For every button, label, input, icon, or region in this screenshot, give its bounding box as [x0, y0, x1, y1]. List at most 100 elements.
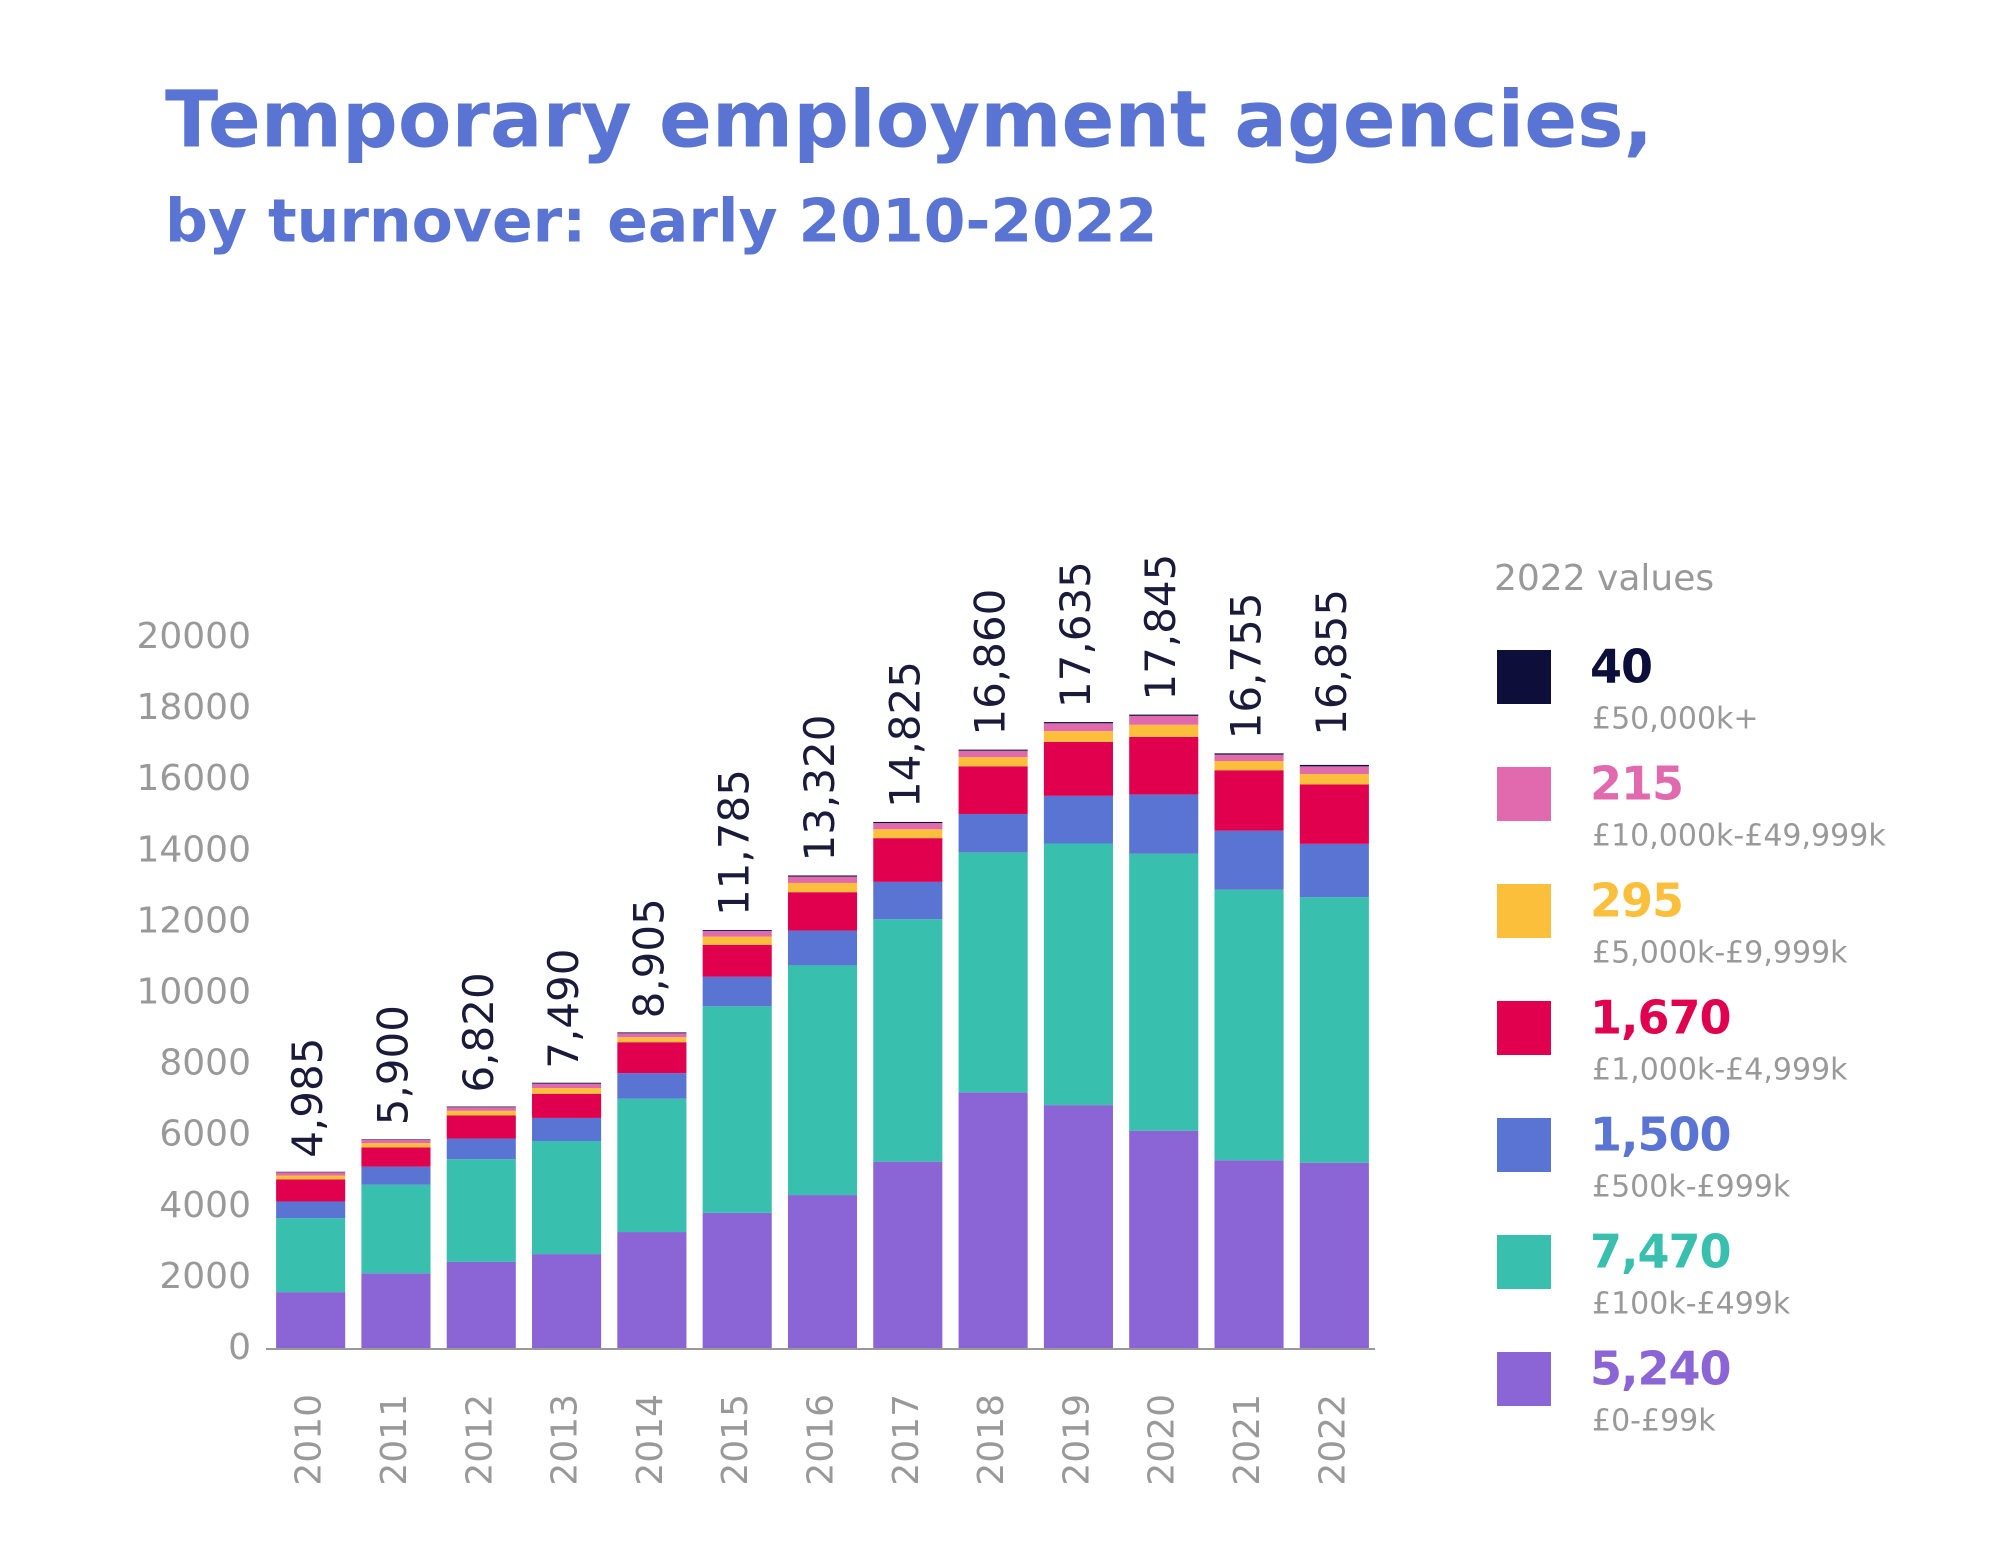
bar-segment: [361, 1273, 431, 1349]
bar-segment: [532, 1083, 602, 1089]
x-tick-label: 2019: [1056, 1394, 1097, 1486]
y-tick-label: 10000: [136, 972, 251, 1013]
bar-segment: [1043, 723, 1113, 732]
bar-segment: [361, 1143, 431, 1148]
bar-segment: [446, 1106, 516, 1108]
bar-segment: [873, 823, 943, 830]
bar-segment: [1214, 753, 1284, 755]
bar-segment: [361, 1139, 431, 1144]
bar-segment: [787, 965, 858, 1196]
bar-segment: [532, 1141, 602, 1255]
bar-segment: [958, 813, 1028, 853]
x-tick-label: 2020: [1142, 1394, 1183, 1486]
legend-swatch: [1497, 1352, 1551, 1406]
bar-segment: [1299, 1162, 1369, 1349]
y-tick-label: 16000: [136, 758, 251, 799]
total-label: 7,490: [539, 948, 588, 1068]
bar-segment: [1299, 843, 1369, 898]
bar-segment: [1299, 766, 1369, 774]
y-tick-label: 4000: [159, 1185, 251, 1226]
bar-segment: [702, 930, 772, 931]
bar-segment: [702, 1006, 772, 1213]
bar-segment: [446, 1115, 516, 1139]
bar-segment: [1043, 731, 1113, 742]
bar-segment: [873, 838, 943, 882]
legend-label: £1,000k-£4,999k: [1592, 1053, 1848, 1088]
bar-segment: [276, 1175, 346, 1180]
total-label: 11,785: [710, 769, 759, 916]
bar-segment: [787, 1195, 858, 1349]
total-label: 13,320: [795, 715, 844, 862]
bar-segment: [446, 1159, 516, 1262]
x-tick-label: 2012: [459, 1394, 500, 1486]
total-label: 4,985: [283, 1038, 332, 1158]
y-tick-label: 18000: [136, 687, 251, 728]
legend-swatch: [1497, 650, 1551, 704]
bar-segment: [446, 1110, 516, 1116]
bar-segment: [446, 1138, 516, 1160]
bar-segment: [617, 1037, 687, 1043]
bar-segment: [532, 1117, 602, 1142]
legend-swatch: [1497, 767, 1551, 821]
bar-segment: [1043, 795, 1113, 844]
bar-segment: [617, 1098, 687, 1233]
bar-segment: [702, 936, 772, 945]
legend-label: £500k-£999k: [1592, 1170, 1791, 1205]
bar-segment: [1214, 889, 1284, 1161]
y-tick-label: 6000: [159, 1114, 251, 1155]
bar-segment: [276, 1179, 346, 1202]
x-tick-label: 2014: [630, 1394, 671, 1486]
total-label: 17,845: [1136, 554, 1185, 701]
bar-segment: [361, 1166, 431, 1185]
legend-value: 295: [1590, 874, 1683, 928]
bar-segment: [873, 821, 943, 824]
y-tick-label: 14000: [136, 829, 251, 870]
x-tick-label: 2015: [715, 1394, 756, 1486]
bar-segment: [361, 1147, 431, 1167]
legend-value: 5,240: [1590, 1342, 1731, 1396]
bar-segment: [958, 1092, 1028, 1349]
legend-label: £0-£99k: [1592, 1404, 1716, 1439]
chart-title: Temporary employment agencies,: [165, 75, 1653, 165]
total-label: 6,820: [454, 972, 503, 1092]
bar-segment: [787, 892, 858, 931]
bar-segment: [1043, 722, 1113, 724]
legend-title: 2022 values: [1494, 558, 1714, 599]
legend-value: 7,470: [1590, 1225, 1731, 1279]
bar-segment: [1299, 784, 1369, 844]
bar-segment: [702, 1212, 772, 1349]
bar-segment: [1299, 773, 1369, 785]
y-tick-label: 20000: [136, 616, 251, 657]
bar-segment: [958, 749, 1028, 751]
bar-segment: [1043, 843, 1113, 1106]
bar-segment: [958, 766, 1028, 814]
legend-label: £100k-£499k: [1592, 1287, 1791, 1322]
bar-segment: [1214, 1160, 1284, 1349]
bar-segment: [532, 1082, 602, 1084]
bar-segment: [276, 1218, 346, 1293]
bar-segment: [702, 930, 772, 937]
y-tick-label: 0: [228, 1327, 251, 1368]
y-tick-label: 12000: [136, 900, 251, 941]
total-label: 16,855: [1307, 589, 1356, 736]
legend-value: 215: [1590, 757, 1683, 811]
bar-segment: [958, 852, 1028, 1093]
bar-segment: [702, 944, 772, 977]
bar-segment: [1129, 1130, 1199, 1349]
bar-segment: [446, 1107, 516, 1111]
total-label: 17,635: [1051, 561, 1100, 708]
x-tick-label: 2022: [1312, 1394, 1353, 1486]
bar-segment: [617, 1232, 687, 1349]
total-label: 8,905: [624, 898, 673, 1018]
x-tick-label: 2016: [801, 1394, 842, 1486]
bar-segment: [361, 1184, 431, 1274]
bar-segment: [958, 750, 1028, 758]
legend-label: £10,000k-£49,999k: [1592, 819, 1886, 854]
bar-segment: [1043, 1105, 1113, 1349]
bar-segment: [1129, 715, 1199, 725]
bar-segment: [1214, 761, 1284, 771]
bar-segment: [276, 1201, 346, 1219]
legend-value: 1,670: [1590, 991, 1731, 1045]
bar-segment: [617, 1073, 687, 1099]
bar-segment: [1043, 741, 1113, 796]
